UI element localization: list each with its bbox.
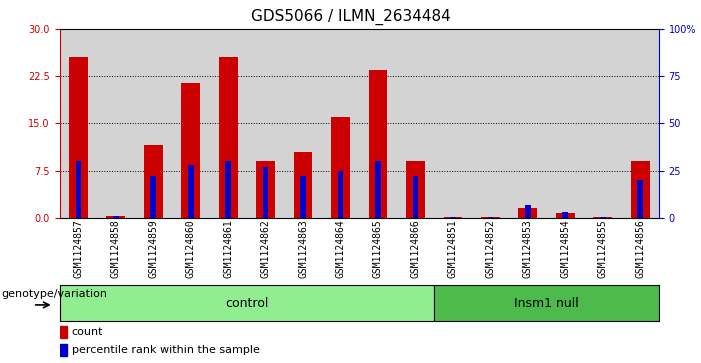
Bar	[593, 217, 612, 218]
Bar	[188, 165, 193, 218]
Bar	[450, 217, 456, 218]
Bar	[60, 285, 434, 321]
Bar	[637, 180, 643, 218]
Bar	[481, 217, 500, 218]
Bar	[257, 161, 275, 218]
Bar	[406, 161, 425, 218]
Bar	[107, 216, 125, 218]
Bar	[69, 57, 88, 218]
Bar	[151, 176, 156, 218]
Bar	[525, 205, 531, 218]
Bar	[488, 217, 494, 218]
Bar	[375, 161, 381, 218]
Bar	[338, 171, 343, 218]
Text: control: control	[225, 297, 268, 310]
Bar	[60, 326, 67, 338]
Bar	[556, 213, 575, 218]
Bar	[60, 344, 67, 356]
Bar	[113, 216, 118, 218]
Text: count: count	[72, 327, 103, 337]
Bar	[434, 285, 659, 321]
Bar	[219, 57, 238, 218]
Bar	[144, 146, 163, 218]
Bar	[600, 217, 606, 218]
Bar	[631, 161, 650, 218]
Bar	[444, 217, 462, 218]
Bar	[263, 167, 268, 218]
Text: genotype/variation: genotype/variation	[1, 289, 107, 299]
Bar	[76, 161, 81, 218]
Text: GDS5066 / ILMN_2634484: GDS5066 / ILMN_2634484	[251, 9, 450, 25]
Bar	[294, 152, 313, 218]
Bar	[519, 208, 537, 218]
Bar	[369, 70, 388, 218]
Text: Insm1 null: Insm1 null	[515, 297, 579, 310]
Bar	[331, 117, 350, 218]
Bar	[300, 176, 306, 218]
Bar	[413, 176, 418, 218]
Bar	[562, 212, 568, 218]
Bar	[182, 82, 200, 218]
Text: percentile rank within the sample: percentile rank within the sample	[72, 345, 259, 355]
Bar	[225, 161, 231, 218]
